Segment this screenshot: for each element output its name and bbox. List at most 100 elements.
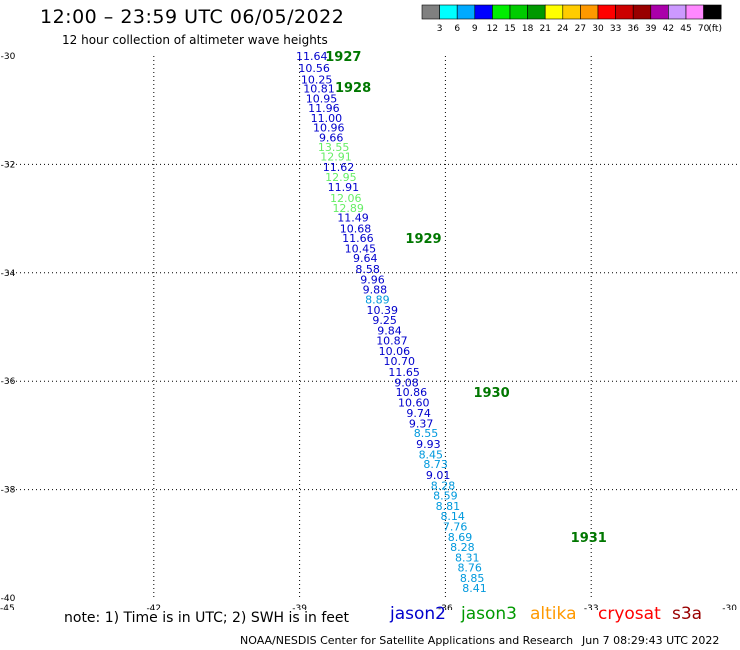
colorbar-label: 9 — [472, 24, 478, 34]
colorbar-label: 36 — [627, 24, 639, 34]
wave-height-label: 9.25 — [372, 314, 397, 327]
y-tick-label: -40 — [1, 594, 16, 604]
time-label: 1930 — [473, 386, 509, 401]
generated-timestamp: Jun 7 08:29:43 UTC 2022 — [582, 634, 720, 647]
wave-height-label: 9.01 — [426, 469, 451, 482]
wave-height-label: 8.14 — [440, 510, 465, 523]
wave-height-label: 10.96 — [313, 122, 345, 135]
x-tick-label: -36 — [438, 604, 453, 610]
colorbar-label: 39 — [645, 24, 657, 34]
colorbar-label: 27 — [575, 24, 586, 34]
wave-height-label: 11.62 — [323, 161, 355, 174]
wave-height-label: 12.06 — [330, 192, 362, 205]
y-tick-label: -30 — [1, 52, 16, 62]
wave-height-label: 9.66 — [319, 131, 344, 144]
wave-height-label: 12.95 — [325, 171, 357, 184]
colorbar-label: 42 — [663, 24, 674, 34]
wave-height-label: 10.25 — [301, 73, 333, 86]
wave-height-label: 8.45 — [419, 448, 444, 461]
time-label: 1927 — [325, 50, 361, 65]
wave-height-label: 13.55 — [318, 141, 350, 154]
wave-height-map: -30 -32 -34 -36 -38 -40-45 -42 -39 -36 -33 -30 11.6… — [0, 50, 737, 610]
wave-height-label: 8.69 — [448, 531, 473, 544]
wave-height-label: 10.86 — [396, 386, 428, 399]
colorbar-label: 45 — [680, 24, 691, 34]
wave-height-label: 11.00 — [311, 112, 343, 125]
colorbar-label: 70 — [698, 24, 710, 34]
wave-height-label: 10.70 — [383, 355, 415, 368]
legend-cryosat: cryosat — [598, 604, 661, 624]
wave-height-label: 8.55 — [414, 427, 439, 440]
y-tick-label: -32 — [1, 160, 16, 170]
wave-height-label: 10.68 — [340, 222, 372, 235]
credit-line: NOAA/NESDIS Center for Satellite Applica… — [240, 634, 574, 647]
wave-height-label: 9.96 — [360, 273, 385, 286]
wave-height-label: 10.06 — [379, 345, 411, 358]
wave-height-label: 8.28 — [431, 479, 456, 492]
colorbar-swatch — [703, 4, 722, 20]
x-tick-label: -30 — [722, 604, 737, 610]
wave-height-label: 8.58 — [355, 263, 380, 276]
wave-height-label: 10.39 — [366, 304, 398, 317]
wave-height-label: 8.85 — [460, 572, 485, 585]
chart-subtitle: 12 hour collection of altimeter wave hei… — [62, 33, 328, 47]
wave-height-label: 11.91 — [328, 181, 360, 194]
wave-height-label: 10.56 — [298, 62, 330, 75]
wave-height-label: 9.74 — [406, 407, 431, 420]
wave-height-label: 8.89 — [365, 293, 390, 306]
wave-height-label: 10.60 — [398, 396, 430, 409]
wave-height-label: 8.41 — [462, 582, 487, 595]
x-tick-label: -33 — [584, 604, 599, 610]
wave-height-label: 9.64 — [353, 252, 378, 265]
y-tick-label: -38 — [1, 486, 16, 496]
wave-height-label: 9.93 — [416, 438, 441, 451]
colorbar-label: 15 — [504, 24, 515, 34]
footnote: note: 1) Time is in UTC; 2) SWH is in fe… — [64, 610, 350, 626]
wave-height-label: 11.49 — [337, 212, 369, 225]
wave-height-label: 9.88 — [363, 284, 388, 297]
wave-height-label: 10.87 — [376, 335, 408, 348]
wave-height-label: 8.76 — [457, 562, 482, 575]
colorbar-label: 24 — [557, 24, 569, 34]
wave-height-label: 11.66 — [342, 232, 374, 245]
wave-height-label: 8.28 — [450, 541, 475, 554]
legend-jason2: jason2 — [390, 604, 446, 624]
colorbar-label: 3 — [437, 24, 443, 34]
x-tick-label: -45 — [0, 604, 15, 610]
colorbar-unit: (ft) — [708, 24, 722, 34]
color-legend: 3 6 9 12 15 18 21 24 27 30 33 36 39 42 45 70 (ft) — [421, 4, 722, 34]
wave-height-label: 10.81 — [303, 83, 335, 96]
colorbar-label: 18 — [522, 24, 534, 34]
colorbar-label: 6 — [454, 24, 460, 34]
wave-height-label: 11.65 — [388, 366, 420, 379]
wave-height-label: 12.89 — [332, 202, 364, 215]
legend-altika: altika — [530, 604, 577, 624]
wave-height-label: 7.76 — [443, 520, 468, 533]
time-label: 1931 — [571, 531, 607, 546]
wave-height-label: 9.37 — [409, 417, 434, 430]
wave-height-label: 8.73 — [423, 458, 448, 471]
y-tick-label: -34 — [1, 269, 16, 279]
legend-jason3: jason3 — [461, 604, 517, 624]
colorbar-label: 33 — [610, 24, 621, 34]
wave-height-label: 11.64 — [296, 50, 328, 63]
wave-height-label: 11.96 — [308, 102, 340, 115]
colorbar-label: 21 — [539, 24, 550, 34]
wave-height-label: 10.45 — [345, 242, 377, 255]
wave-height-label: 8.59 — [433, 490, 458, 503]
time-label: 1928 — [335, 81, 371, 96]
legend-s3a: s3a — [672, 604, 703, 624]
time-label: 1929 — [405, 232, 441, 247]
x-tick-label: -42 — [146, 604, 161, 610]
wave-height-label: 8.31 — [455, 551, 480, 564]
colorbar-label: 12 — [487, 24, 498, 34]
wave-height-label: 9.84 — [377, 324, 402, 337]
colorbar-label: 30 — [592, 24, 604, 34]
wave-height-label: 9.08 — [394, 376, 419, 389]
wave-height-label: 12.91 — [320, 150, 352, 163]
y-tick-label: -36 — [1, 377, 16, 387]
x-tick-label: -39 — [292, 604, 307, 610]
wave-height-label: 10.95 — [306, 92, 338, 105]
chart-title: 12:00 – 23:59 UTC 06/05/2022 — [40, 6, 345, 28]
wave-height-label: 8.81 — [436, 500, 461, 513]
